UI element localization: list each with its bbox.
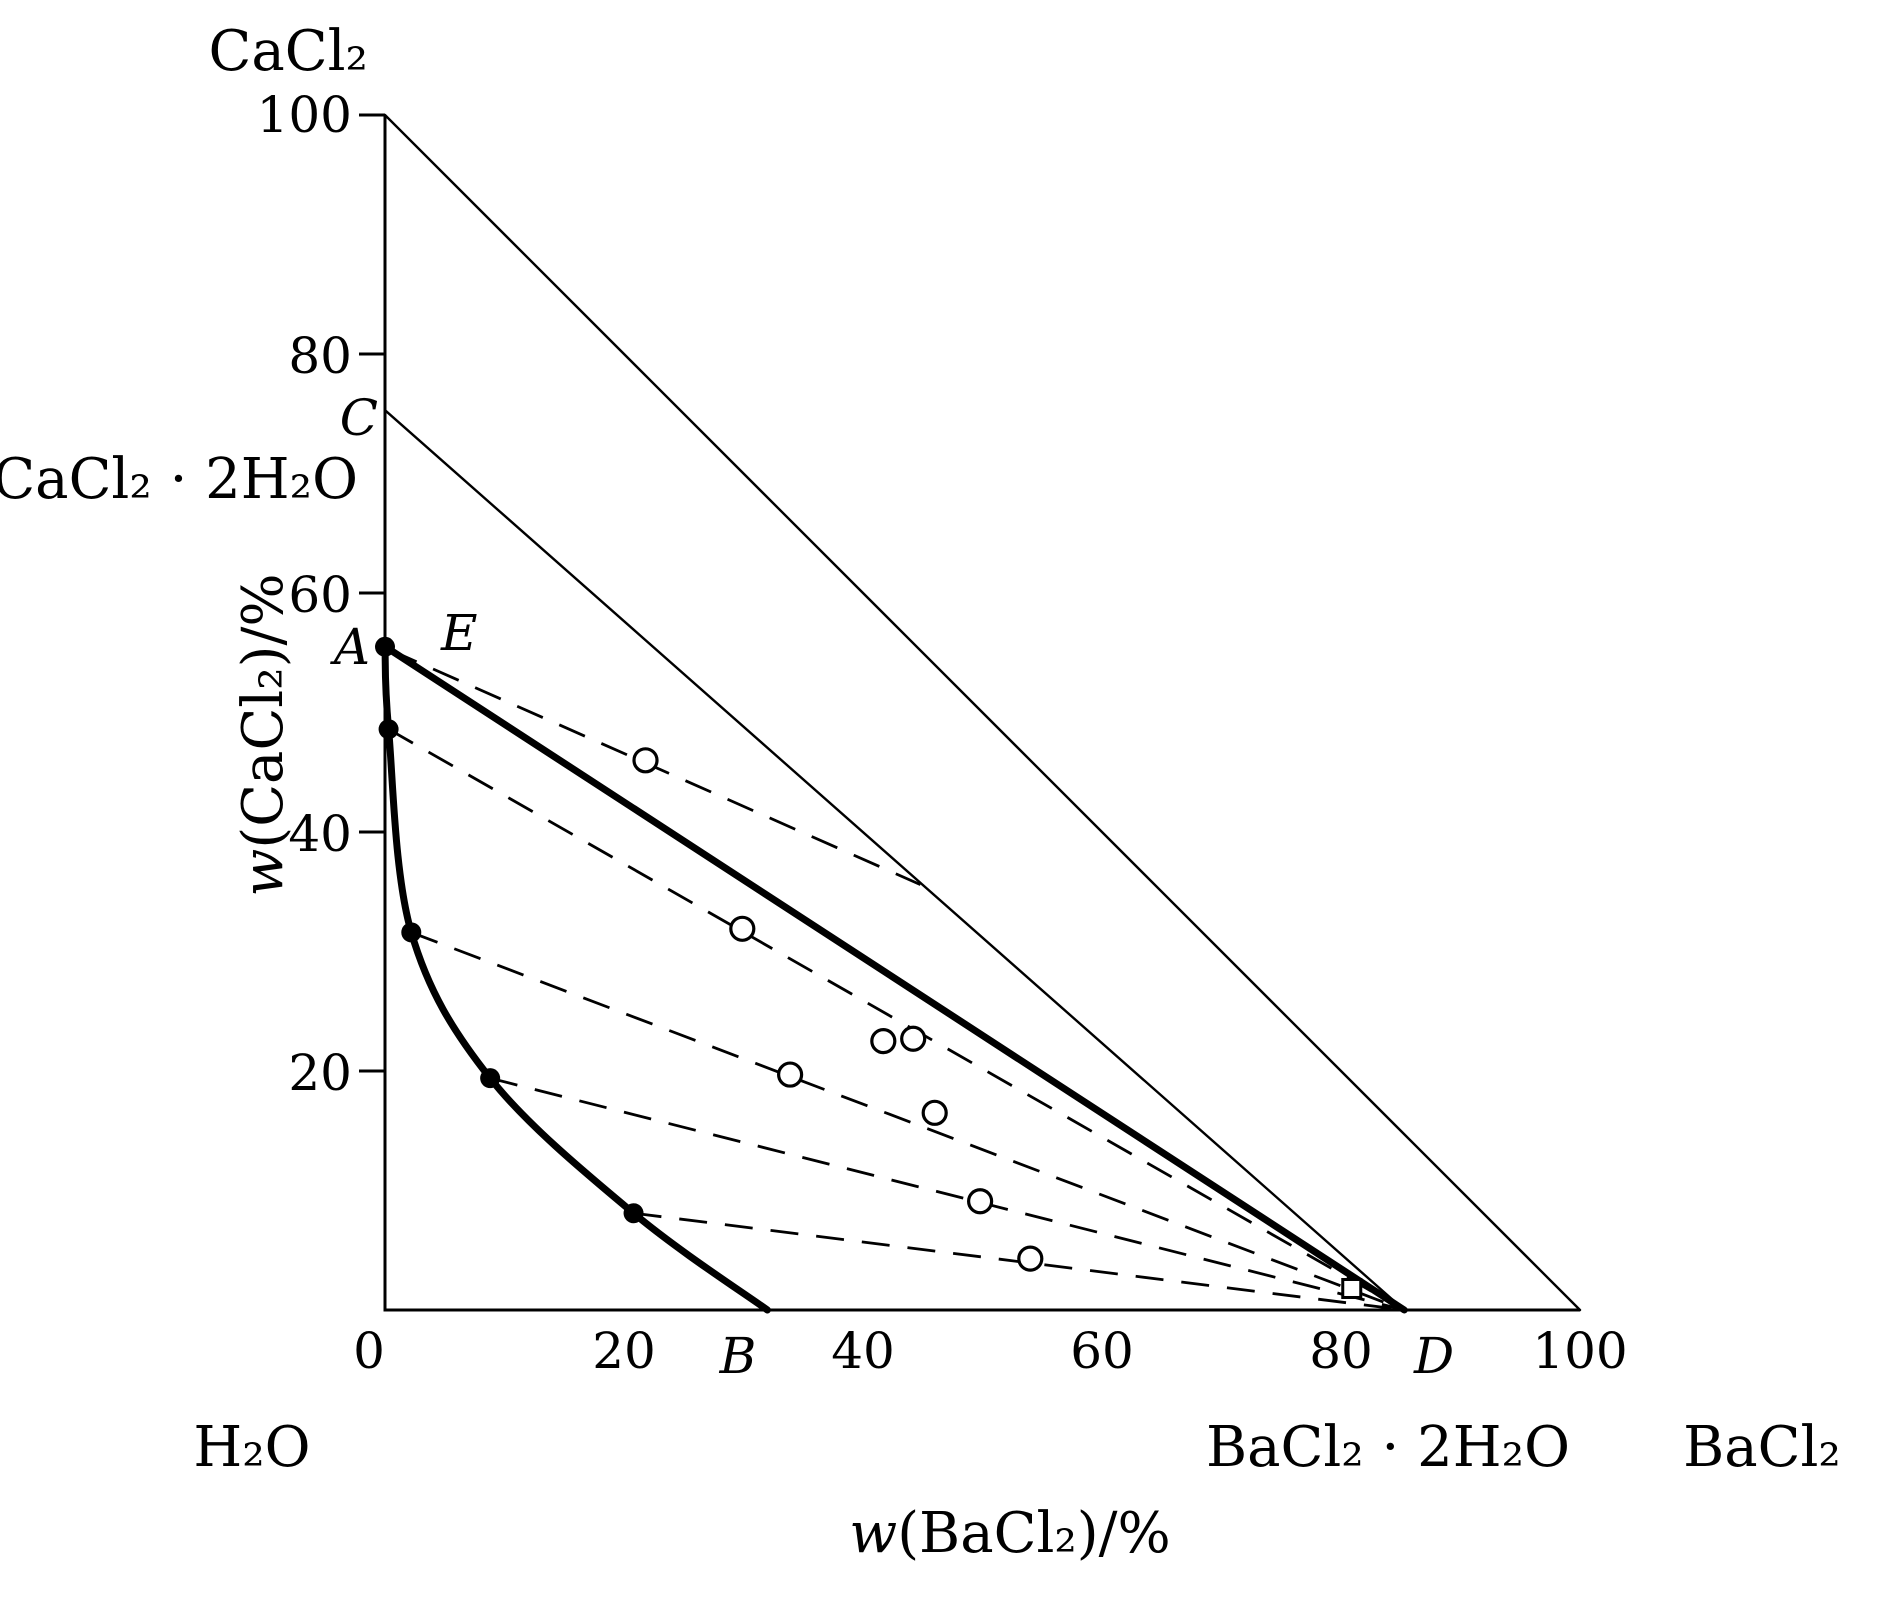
y-tick-label-40: 40 <box>288 805 352 863</box>
wet-residue-point-5 <box>777 1061 804 1088</box>
x-tick-label-60: 60 <box>1070 1322 1134 1380</box>
solubility-curve-AB <box>381 643 771 1314</box>
compound-label-cacl2-2h2o: CaCl₂ · 2H₂O <box>0 447 358 512</box>
compound-label-bacl2-2h2o: BaCl₂ · 2H₂O <box>1206 1415 1570 1480</box>
axes <box>383 115 1580 1312</box>
point-label-C: C <box>339 389 378 447</box>
x-axis-title-text: (BaCl₂)/% <box>897 1501 1171 1566</box>
y-tick-label-60: 60 <box>288 566 352 624</box>
solution-point-4 <box>480 1068 501 1089</box>
y-tick-label-80: 80 <box>288 327 352 385</box>
x-tick-label-100: 100 <box>1532 1322 1628 1380</box>
x-tick-label-0: 0 <box>353 1322 385 1380</box>
vertex-label-bacl2: BaCl₂ <box>1683 1415 1841 1480</box>
tie-line-4 <box>489 1076 1405 1312</box>
x-tick-label-40: 40 <box>831 1322 895 1380</box>
x-tick-label-20: 20 <box>592 1322 656 1380</box>
y-tick-label-20: 20 <box>288 1044 352 1102</box>
wet-residue-point-1 <box>632 747 659 774</box>
point-label-D: D <box>1413 1327 1455 1385</box>
point-label-A: A <box>333 618 370 676</box>
y-tick-label-100: 100 <box>256 86 352 144</box>
wet-residue-point-6 <box>921 1099 948 1126</box>
saturation-line-ED <box>387 646 1408 1314</box>
solution-point-5 <box>623 1203 644 1224</box>
point-label-B: B <box>719 1327 757 1385</box>
y-axis-title: w(CaCl₂)/% <box>231 573 296 896</box>
hydrate-join-CD <box>383 409 1406 1312</box>
y-axis-title-symbol: w <box>231 848 296 897</box>
x-tick-label-80: 80 <box>1309 1322 1373 1380</box>
solution-point-3 <box>401 922 422 943</box>
point-label-E: E <box>441 604 478 662</box>
vertex-label-cacl2: CaCl₂ <box>208 19 368 84</box>
solution-point-2 <box>378 719 399 740</box>
y-axis-title-text: (CaCl₂)/% <box>231 573 296 849</box>
triangle-hypotenuse <box>383 113 1582 1312</box>
vertex-label-h2o: H₂O <box>193 1415 311 1480</box>
tie-line-3 <box>410 931 1405 1312</box>
wet-residue-point-7 <box>967 1188 994 1215</box>
wet-residue-point-3 <box>870 1028 897 1055</box>
wet-residue-point-4 <box>900 1025 927 1052</box>
x-axis-title: w(BaCl₂)/% <box>849 1506 1170 1562</box>
solution-point-1 <box>375 636 395 657</box>
tie-line-2 <box>387 727 1405 1312</box>
open-square-marker <box>1341 1277 1363 1299</box>
wet-residue-point-8 <box>1017 1245 1044 1272</box>
x-axis-title-symbol: w <box>849 1501 898 1566</box>
wet-residue-point-2 <box>729 915 756 942</box>
